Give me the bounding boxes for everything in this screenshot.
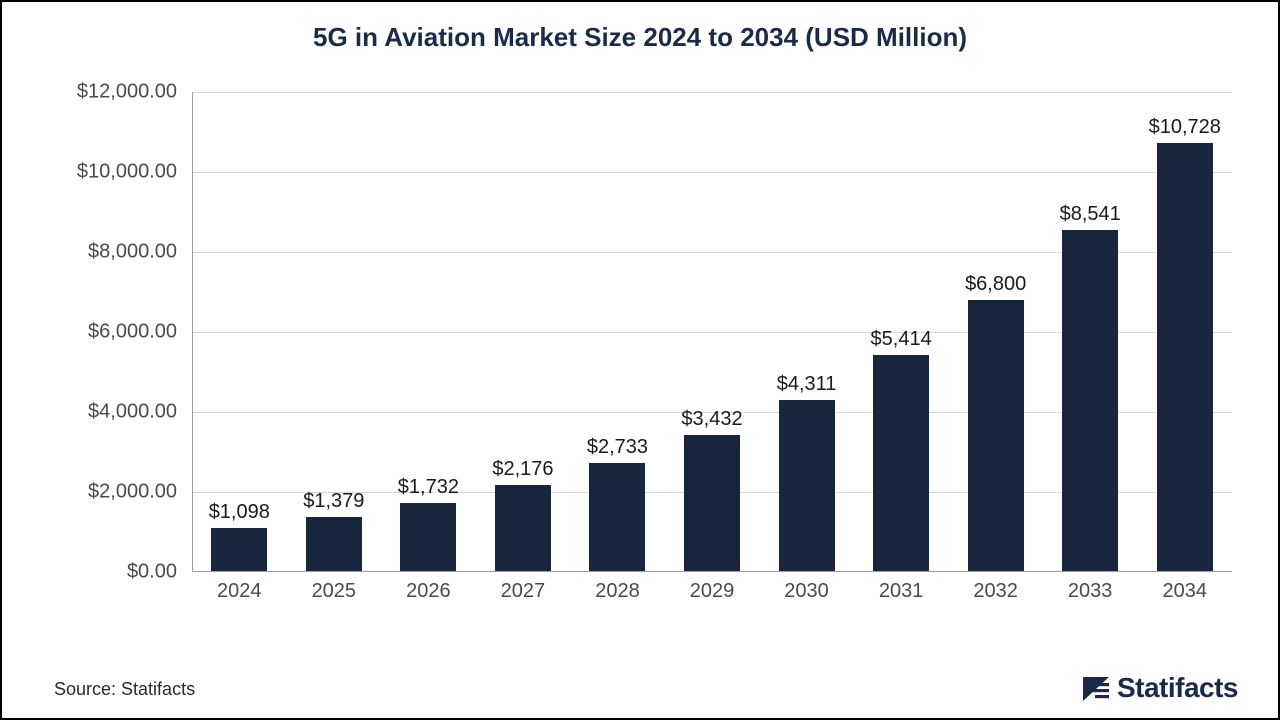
x-tick-label: 2024 <box>217 580 262 603</box>
bar-value-label: $10,728 <box>1149 116 1221 139</box>
bar-value-label: $6,800 <box>965 273 1026 296</box>
x-tick-label: 2029 <box>690 580 735 603</box>
y-tick-label: $12,000.00 <box>47 81 177 104</box>
bar <box>684 435 740 572</box>
y-tick-label: $8,000.00 <box>47 241 177 264</box>
statifacts-icon <box>1081 673 1111 703</box>
bar-value-label: $8,541 <box>1060 203 1121 226</box>
chart-area: $1,098 $1,379 $1,732 $2,176 $2,733 $3,432 $4,3… <box>192 92 1232 602</box>
bar-slot: $8,541 <box>1043 203 1138 572</box>
y-axis <box>192 92 193 572</box>
chart-title: 5G in Aviation Market Size 2024 to 2034 … <box>2 22 1278 53</box>
y-tick-label: $2,000.00 <box>47 481 177 504</box>
bar <box>400 503 456 572</box>
y-tick-label: $6,000.00 <box>47 321 177 344</box>
bar-value-label: $1,098 <box>209 501 270 524</box>
bar-value-label: $1,379 <box>303 490 364 513</box>
bar <box>306 517 362 572</box>
bar <box>1157 143 1213 572</box>
brand-logo: Statifacts <box>1081 672 1238 704</box>
x-tick-label: 2027 <box>501 580 546 603</box>
x-tick-label: 2028 <box>595 580 640 603</box>
plot-region: $1,098 $1,379 $1,732 $2,176 $2,733 $3,432 $4,3… <box>192 92 1232 572</box>
bar-value-label: $2,733 <box>587 436 648 459</box>
bar-value-label: $1,732 <box>398 476 459 499</box>
bar <box>589 463 645 572</box>
x-tick-label: 2026 <box>406 580 451 603</box>
x-tick-label: 2025 <box>312 580 357 603</box>
x-tick-label: 2034 <box>1162 580 1207 603</box>
x-tick-label: 2033 <box>1068 580 1113 603</box>
x-axis <box>192 571 1232 572</box>
bar-slot: $2,176 <box>476 458 571 572</box>
bar <box>779 400 835 572</box>
bar-slot: $1,379 <box>287 490 382 572</box>
brand-name: Statifacts <box>1117 672 1238 704</box>
bar-slot: $2,733 <box>570 436 665 572</box>
bar-slot: $4,311 <box>759 373 854 572</box>
bar-slot: $6,800 <box>948 273 1043 572</box>
y-tick-label: $0.00 <box>47 561 177 584</box>
x-tick-label: 2032 <box>973 580 1018 603</box>
bar-slot: $1,732 <box>381 476 476 572</box>
bar <box>211 528 267 572</box>
bar-slot: $5,414 <box>854 328 949 572</box>
y-tick-label: $4,000.00 <box>47 401 177 424</box>
bar <box>1062 230 1118 572</box>
x-tick-label: 2031 <box>879 580 924 603</box>
y-tick-label: $10,000.00 <box>47 161 177 184</box>
bar-value-label: $2,176 <box>492 458 553 481</box>
bar-value-label: $5,414 <box>871 328 932 351</box>
bar-value-label: $4,311 <box>777 373 837 396</box>
x-tick-label: 2030 <box>784 580 829 603</box>
chart-card: 5G in Aviation Market Size 2024 to 2034 … <box>0 0 1280 720</box>
bar <box>873 355 929 572</box>
bar-slot: $10,728 <box>1137 116 1232 572</box>
bars-container: $1,098 $1,379 $1,732 $2,176 $2,733 $3,432 $4,3… <box>192 92 1232 572</box>
bar-value-label: $3,432 <box>681 408 742 431</box>
bar-slot: $1,098 <box>192 501 287 572</box>
bar <box>968 300 1024 572</box>
bar-slot: $3,432 <box>665 408 760 572</box>
source-text: Source: Statifacts <box>54 679 195 700</box>
bar <box>495 485 551 572</box>
